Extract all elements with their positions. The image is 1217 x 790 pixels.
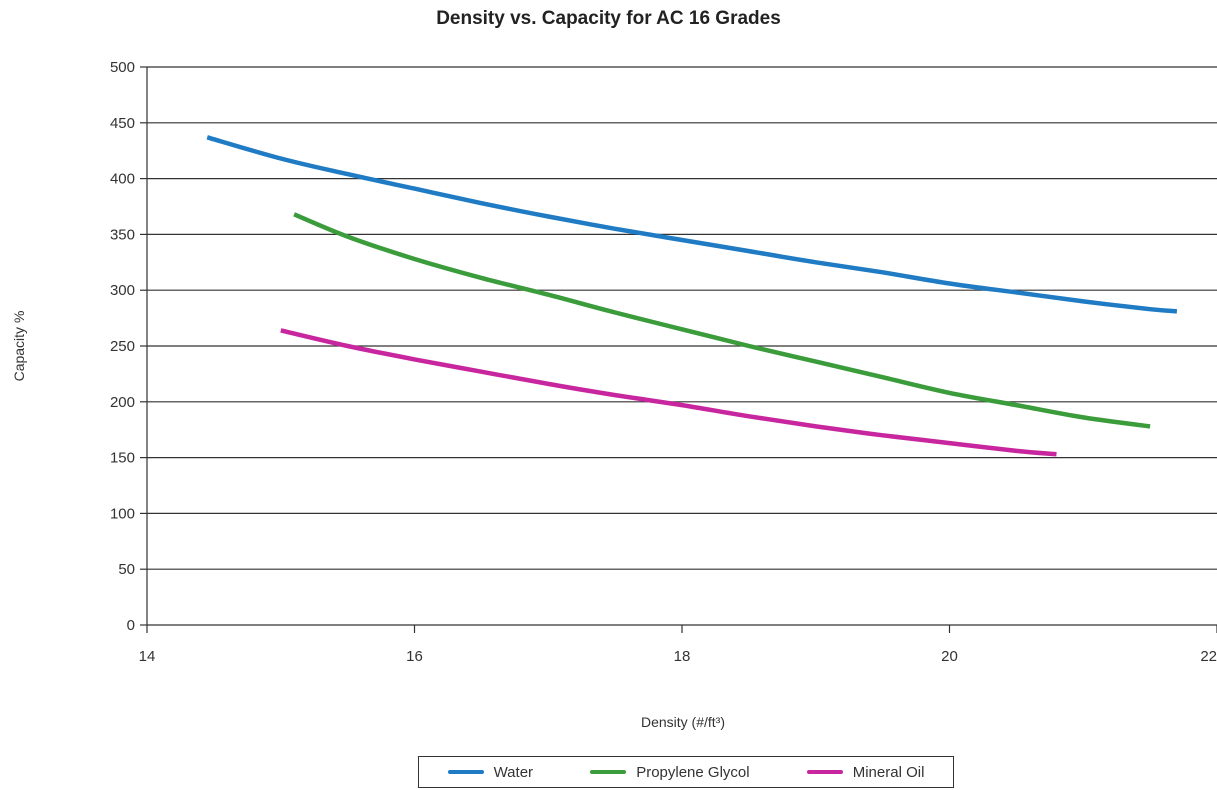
y-tick-label: 450	[110, 115, 135, 132]
legend-swatch	[806, 770, 843, 774]
series-line-mineral-oil	[280, 328, 1057, 457]
legend-label: Mineral Oil	[852, 763, 925, 781]
y-axis-label: Capacity %	[11, 310, 27, 382]
y-tick-label: 200	[110, 394, 135, 411]
legend: Water Propylene Glycol Mineral Oil	[418, 756, 954, 788]
y-tick-label: 150	[110, 450, 135, 467]
y-tick-label: 250	[110, 338, 135, 355]
x-axis-label-wrap: Density (#/ft³)	[0, 714, 1217, 730]
y-tick-labels: 0 50 100 150 200 250 300 350 400 450 500	[110, 59, 135, 634]
y-tick-label: 0	[127, 617, 135, 634]
legend-swatch	[590, 770, 627, 774]
x-tick-labels: 14 16 18 20 22	[139, 648, 1217, 665]
series-line-propylene-glycol	[293, 212, 1151, 429]
x-tick-label: 18	[674, 648, 691, 665]
x-tick-label: 20	[941, 648, 958, 665]
y-tick-label: 100	[110, 505, 135, 522]
chart-title-wrap: Density vs. Capacity for AC 16 Grades	[0, 8, 1217, 30]
legend-swatch	[447, 770, 484, 774]
axes	[140, 66, 1217, 633]
y-tick-label: 350	[110, 226, 135, 243]
x-axis-label: Density (#/ft³)	[640, 714, 725, 730]
legend-label: Water	[493, 763, 534, 781]
x-tick-label: 14	[139, 648, 156, 665]
series-line-water	[206, 135, 1178, 314]
legend-item: Water	[447, 763, 534, 781]
y-tick-label: 500	[110, 59, 135, 76]
x-tick-label: 16	[406, 648, 423, 665]
series-lines	[206, 135, 1178, 457]
legend-item: Mineral Oil	[806, 763, 925, 781]
y-tick-label: 400	[110, 171, 135, 188]
y-tick-label: 50	[118, 561, 135, 578]
gridlines	[147, 66, 1217, 626]
x-tick-label: 22	[1200, 648, 1217, 665]
chart-title: Density vs. Capacity for AC 16 Grades	[436, 8, 781, 29]
legend-item: Propylene Glycol	[590, 763, 750, 781]
y-tick-label: 300	[110, 282, 135, 299]
legend-label: Propylene Glycol	[636, 763, 750, 781]
